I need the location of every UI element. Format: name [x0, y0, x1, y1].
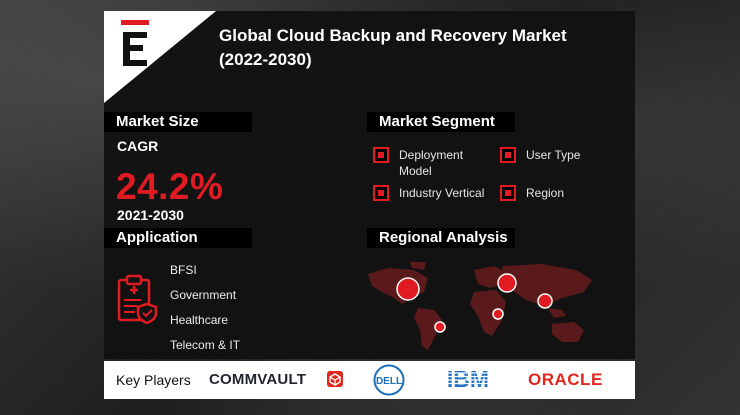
commvault-logo: COMMVAULT	[209, 371, 307, 388]
segment-item: Deployment Model	[373, 147, 483, 179]
key-players-bar: Key Players COMMVAULT DELL IBM ORACLE	[104, 361, 635, 399]
bullet-box-icon	[373, 185, 389, 201]
page-title: Global Cloud Backup and Recovery Market …	[219, 26, 567, 69]
clipboard-health-icon	[117, 274, 158, 324]
forecast-years: 2021-2030	[117, 207, 184, 223]
application-item: Government	[170, 288, 237, 302]
svg-text:DELL: DELL	[376, 376, 402, 387]
logo-triangle	[104, 11, 216, 103]
bullet-box-icon	[500, 185, 516, 201]
application-item: Telecom & IT	[170, 338, 241, 352]
regional-analysis-heading: Regional Analysis	[367, 228, 515, 248]
world-map	[368, 262, 592, 350]
segment-label: User Type	[526, 148, 581, 162]
segment-label: Industry Vertical	[399, 186, 485, 200]
market-size-heading: Market Size	[104, 112, 252, 132]
application-heading: Application	[104, 228, 252, 248]
svg-text:IBM: IBM	[447, 367, 489, 391]
bullet-box-icon	[373, 147, 389, 163]
ibm-logo: IBM	[436, 367, 500, 391]
segment-label: Deployment Model	[399, 148, 464, 178]
brand-e-logo-icon	[121, 20, 149, 66]
application-item: Healthcare	[170, 313, 229, 327]
key-players-label: Key Players	[116, 372, 191, 388]
dell-logo: DELL	[373, 364, 405, 396]
segment-item: Industry Vertical	[373, 185, 484, 201]
cagr-value: 24.2%	[116, 166, 224, 207]
bullet-box-icon	[500, 147, 516, 163]
market-segment-heading: Market Segment	[367, 112, 515, 132]
segment-item: Region	[500, 185, 564, 201]
segment-item: User Type	[500, 147, 580, 163]
application-item: BFSI	[170, 263, 197, 277]
segment-label: Region	[526, 186, 565, 200]
oracle-logo: ORACLE	[528, 370, 603, 389]
cagr-label: CAGR	[117, 138, 159, 154]
commvault-cube-icon	[327, 371, 343, 387]
